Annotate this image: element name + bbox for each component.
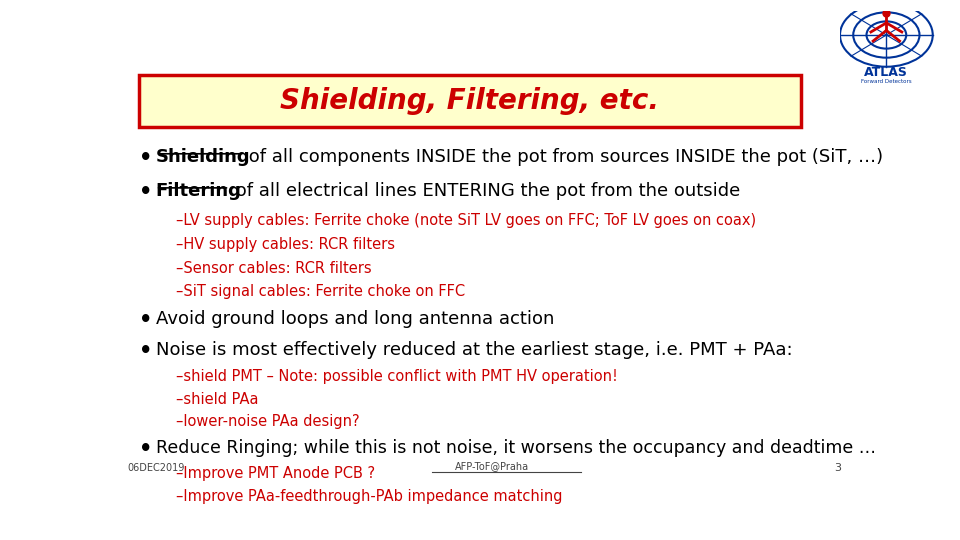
Text: –LV supply cables: Ferrite choke (note SiT LV goes on FFC; ToF LV goes on coax): –LV supply cables: Ferrite choke (note S… bbox=[176, 213, 756, 228]
Text: 06DEC2019: 06DEC2019 bbox=[128, 463, 185, 473]
Text: –Improve PAa-feedthrough-PAb impedance matching: –Improve PAa-feedthrough-PAb impedance m… bbox=[176, 489, 563, 504]
Text: –HV supply cables: RCR filters: –HV supply cables: RCR filters bbox=[176, 237, 395, 252]
Text: •: • bbox=[138, 341, 152, 361]
Text: of all components INSIDE the pot from sources INSIDE the pot (SiT, …): of all components INSIDE the pot from so… bbox=[243, 148, 883, 166]
Text: Avoid ground loops and long antenna action: Avoid ground loops and long antenna acti… bbox=[156, 310, 554, 328]
Text: –shield PAa: –shield PAa bbox=[176, 392, 258, 407]
Text: Shielding: Shielding bbox=[156, 148, 251, 166]
Text: •: • bbox=[138, 148, 152, 168]
Text: Filtering: Filtering bbox=[156, 182, 242, 200]
Text: Shielding, Filtering, etc.: Shielding, Filtering, etc. bbox=[280, 87, 660, 115]
Text: •: • bbox=[138, 440, 152, 460]
Text: Reduce Ringing; while this is not noise, it worsens the occupancy and deadtime …: Reduce Ringing; while this is not noise,… bbox=[156, 440, 876, 457]
Text: AFP-ToF@Praha: AFP-ToF@Praha bbox=[455, 462, 529, 471]
Text: –Sensor cables: RCR filters: –Sensor cables: RCR filters bbox=[176, 261, 372, 275]
Text: •: • bbox=[138, 310, 152, 330]
Text: –Improve PMT Anode PCB ?: –Improve PMT Anode PCB ? bbox=[176, 467, 375, 482]
Text: –shield PMT – Note: possible conflict with PMT HV operation!: –shield PMT – Note: possible conflict wi… bbox=[176, 369, 617, 384]
Text: ATLAS: ATLAS bbox=[864, 66, 908, 79]
Text: of all electrical lines ENTERING the pot from the outside: of all electrical lines ENTERING the pot… bbox=[230, 182, 740, 200]
Text: –lower-noise PAa design?: –lower-noise PAa design? bbox=[176, 415, 359, 429]
Text: –SiT signal cables: Ferrite choke on FFC: –SiT signal cables: Ferrite choke on FFC bbox=[176, 285, 465, 299]
Text: Noise is most effectively reduced at the earliest stage, i.e. PMT + PAa:: Noise is most effectively reduced at the… bbox=[156, 341, 792, 359]
Text: 3: 3 bbox=[834, 463, 842, 473]
Text: •: • bbox=[138, 182, 152, 202]
Text: Forward Detectors: Forward Detectors bbox=[861, 79, 912, 84]
FancyBboxPatch shape bbox=[138, 75, 801, 127]
